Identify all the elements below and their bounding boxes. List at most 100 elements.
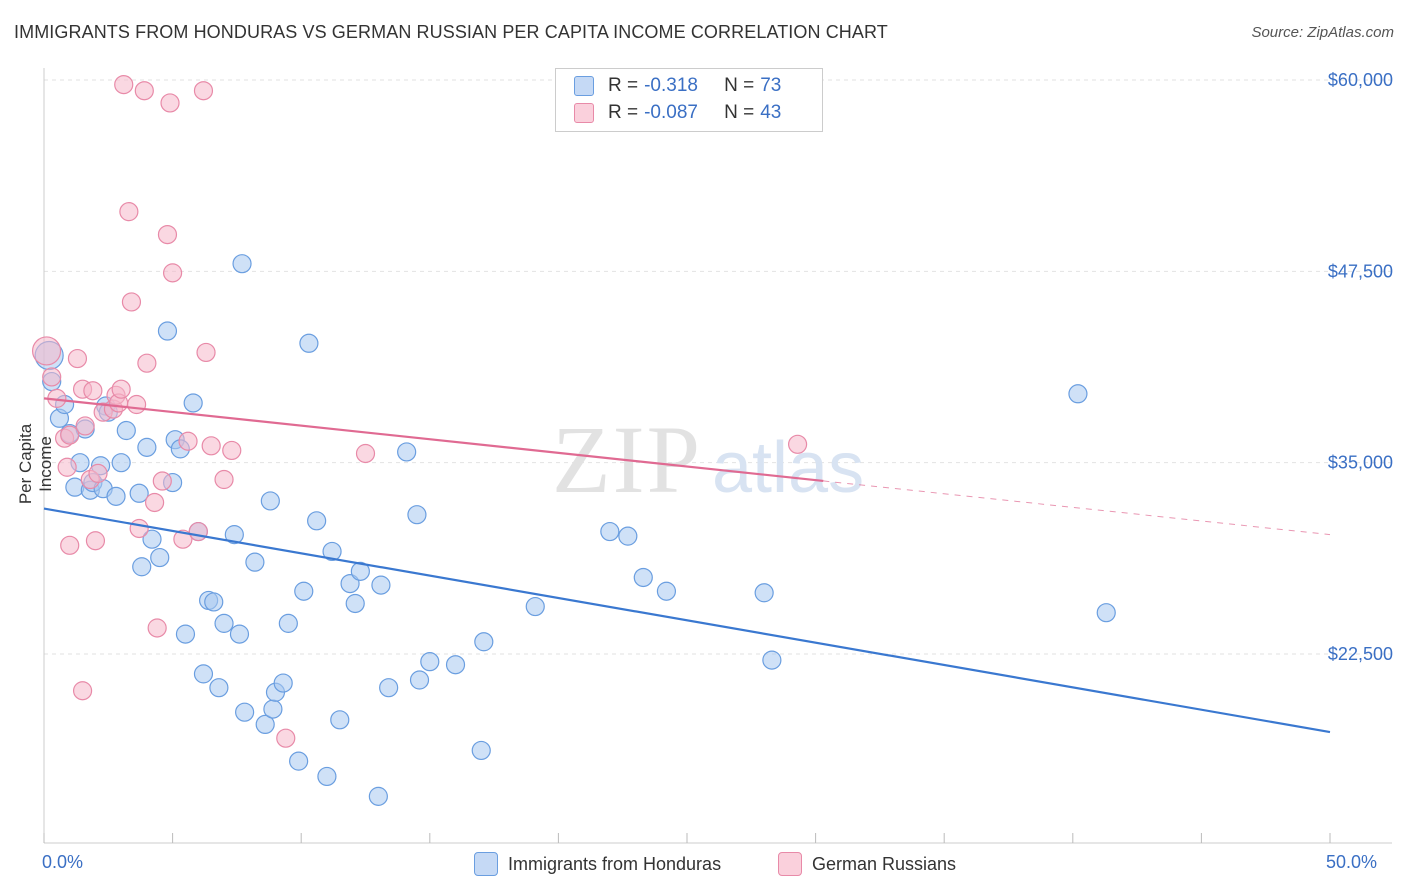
point-honduras-35 (229, 624, 250, 644)
point-honduras-31 (204, 592, 224, 612)
point-honduras-60 (407, 505, 427, 525)
y-tick-label-2: $35,000 (1328, 453, 1393, 473)
point-german-russians-33 (173, 529, 193, 549)
trend-lines (43, 397, 1331, 734)
legend-row-honduras: R = -0.318 N = 73 (574, 74, 781, 98)
point-german-russians-38 (201, 436, 221, 456)
point-german-russians-19 (111, 379, 131, 399)
chart-title: IMMIGRANTS FROM HONDURAS VS GERMAN RUSSI… (14, 22, 888, 42)
point-honduras-51 (330, 710, 350, 730)
series-legend-label-honduras: Immigrants from Honduras (508, 853, 722, 874)
point-honduras-32 (209, 678, 229, 698)
point-german-russians-14 (88, 463, 108, 483)
trend-line-german-russians (43, 397, 824, 483)
point-german-russians-41 (276, 728, 296, 748)
point-honduras-67 (618, 526, 638, 546)
point-german-russians-39 (214, 469, 234, 490)
point-german-russians-32 (163, 263, 183, 283)
point-german-russians-6 (60, 535, 80, 555)
point-honduras-36 (235, 702, 255, 722)
point-german-russians-10 (72, 681, 93, 701)
point-honduras-50 (322, 541, 342, 562)
point-honduras-69 (656, 581, 677, 601)
point-honduras-15 (111, 453, 131, 473)
point-german-russians-12 (83, 381, 103, 401)
point-honduras-73 (1096, 603, 1116, 623)
legend-n-label: N = (724, 75, 755, 96)
legend-r-value: -0.318 (644, 75, 698, 96)
legend-row-german-russians: R = -0.087 N = 43 (574, 101, 781, 125)
point-honduras-20 (142, 529, 162, 549)
point-german-russians-34 (178, 431, 198, 451)
point-honduras-14 (106, 486, 126, 506)
point-german-russians-40 (222, 440, 242, 461)
legend-r-label: R = (608, 102, 639, 123)
legend-r-label: R = (608, 75, 639, 96)
point-german-russians-42 (355, 443, 376, 464)
axes (43, 68, 1392, 844)
point-honduras-37 (232, 254, 252, 274)
point-german-russians-20 (114, 74, 134, 95)
point-honduras-58 (397, 442, 417, 462)
point-german-russians-29 (152, 471, 172, 491)
point-german-russians-13 (85, 531, 106, 551)
point-honduras-40 (260, 491, 280, 511)
point-honduras-62 (445, 655, 466, 675)
point-german-russians-22 (121, 292, 142, 312)
point-honduras-65 (525, 596, 545, 617)
point-honduras-49 (317, 766, 337, 787)
series-legend-honduras: Immigrants from Honduras (474, 852, 721, 876)
point-honduras-61 (420, 652, 440, 672)
point-honduras-53 (345, 593, 365, 614)
point-german-russians-5 (60, 425, 80, 445)
point-honduras-56 (371, 575, 391, 595)
point-honduras-16 (116, 420, 136, 441)
point-german-russians-0 (31, 336, 62, 366)
point-honduras-22 (157, 321, 178, 341)
y-tick-label-3: $22,500 (1328, 644, 1393, 664)
point-german-russians-25 (134, 81, 154, 101)
point-honduras-70 (754, 583, 774, 603)
point-honduras-45 (289, 751, 309, 771)
point-german-russians-4 (57, 457, 77, 477)
point-german-russians-24 (129, 518, 149, 539)
point-honduras-57 (379, 678, 399, 698)
point-honduras-39 (255, 714, 275, 735)
watermark-atlas: atlas (712, 428, 864, 508)
point-honduras-72 (1068, 384, 1088, 404)
series-legend-swatch-german-russians (778, 852, 802, 876)
point-honduras-26 (175, 624, 196, 644)
point-honduras-18 (132, 557, 152, 577)
point-honduras-55 (368, 786, 388, 806)
y-tick-label-0: $60,000 (1328, 70, 1393, 90)
point-german-russians-35 (188, 521, 208, 542)
point-honduras-29 (193, 664, 214, 684)
point-german-russians-9 (75, 416, 95, 436)
trend-line-german-russians-extension (823, 480, 1331, 536)
point-honduras-17 (129, 483, 149, 503)
legend-n-value: 73 (760, 75, 782, 96)
point-german-russians-23 (126, 394, 147, 415)
point-german-russians-43 (787, 434, 808, 454)
point-german-russians-1 (42, 367, 62, 387)
trend-line-honduras (43, 507, 1331, 734)
point-honduras-43 (273, 673, 293, 693)
gridlines (44, 79, 1392, 655)
legend-r-value: -0.087 (644, 102, 698, 123)
point-honduras-19 (137, 437, 157, 457)
point-honduras-27 (183, 393, 203, 413)
point-honduras-47 (307, 511, 327, 531)
legend-swatch-german-russians (574, 103, 594, 123)
point-honduras-34 (224, 525, 244, 545)
y-tick-label-1: $47,500 (1328, 261, 1393, 281)
point-german-russians-27 (144, 492, 165, 513)
point-german-russians-28 (147, 618, 167, 638)
point-german-russians-30 (157, 224, 178, 245)
point-honduras-33 (214, 613, 234, 633)
point-german-russians-36 (193, 81, 214, 101)
point-german-russians-31 (160, 93, 180, 113)
point-honduras-21 (150, 547, 170, 568)
x-tick-label-max: 50.0% (1326, 852, 1378, 872)
point-honduras-59 (409, 670, 430, 690)
